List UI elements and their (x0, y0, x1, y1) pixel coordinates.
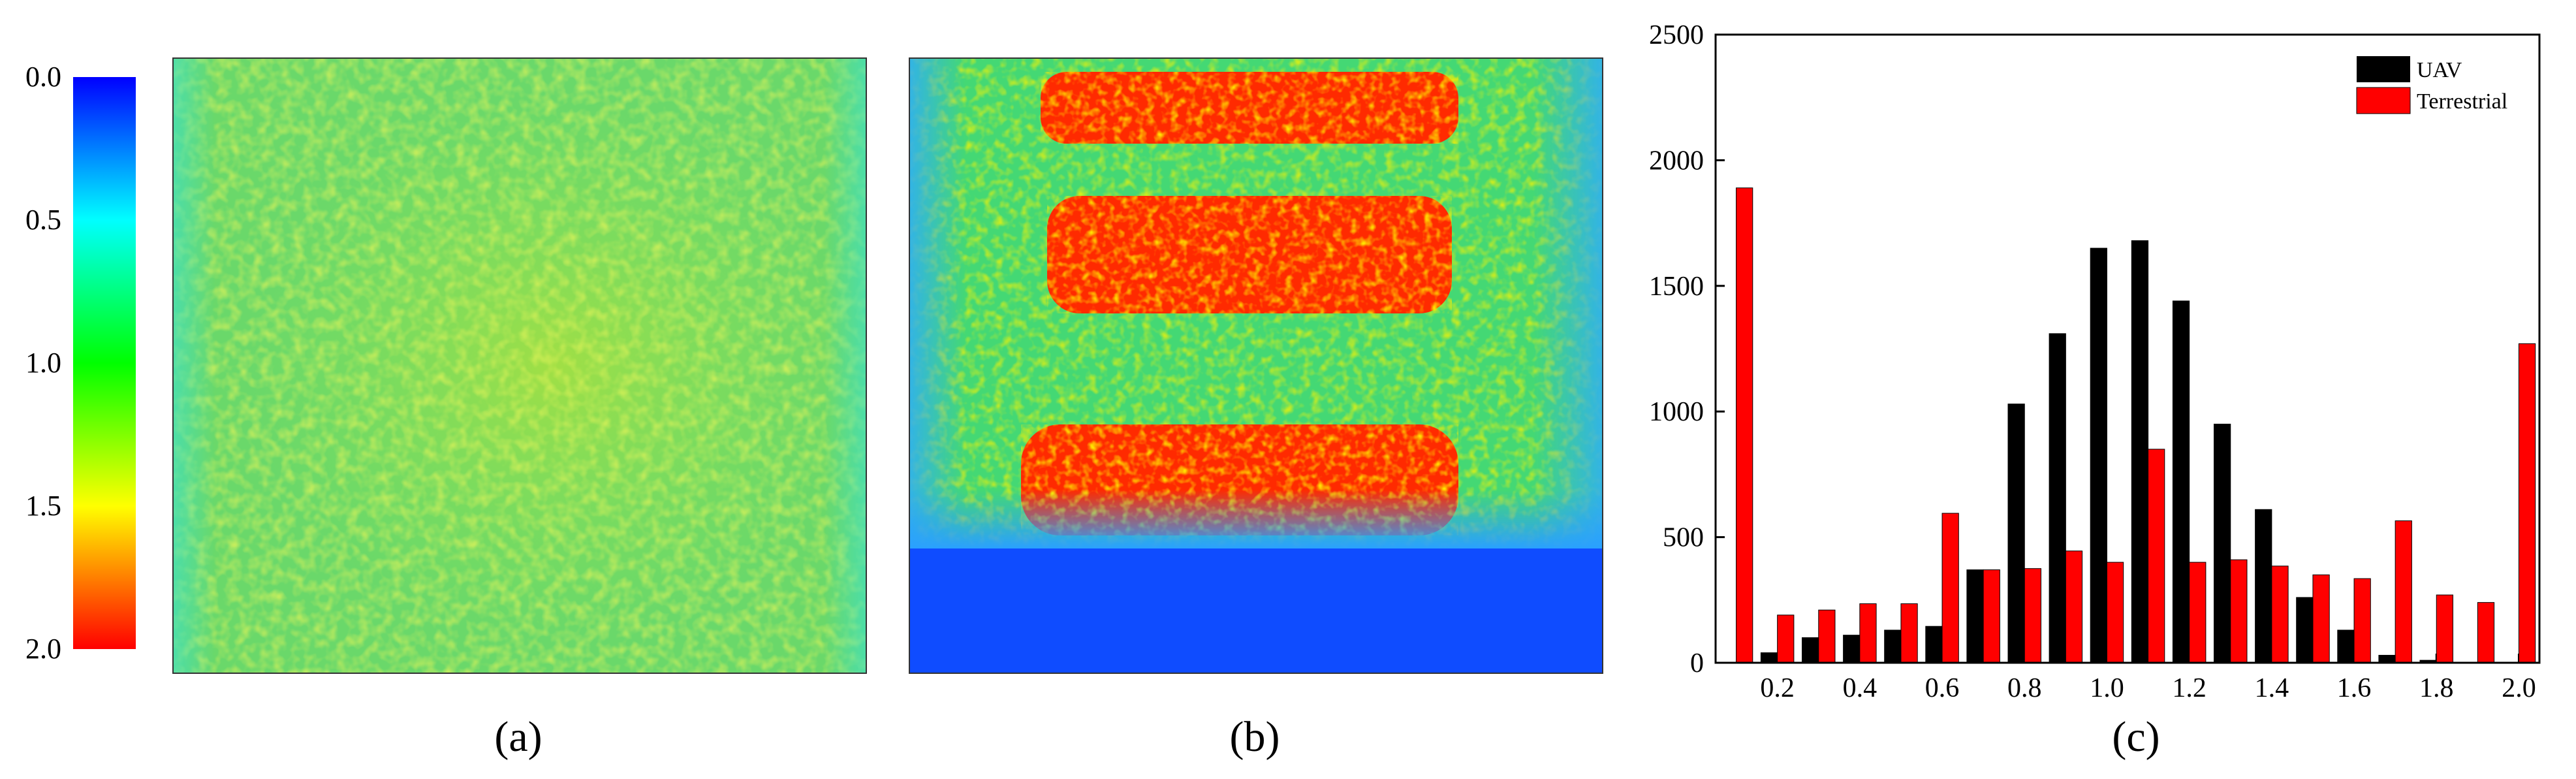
bar-uav (1760, 652, 1778, 663)
colorbar-tick: 1.0 (25, 347, 61, 379)
bar-uav (2337, 629, 2355, 663)
x-axis: 0.2 0.4 0.6 0.8 1.0 1.2 1.4 1.6 1.8 2.0 (1760, 654, 2536, 703)
y-tick-label: 2000 (1649, 146, 1704, 176)
legend-swatch-terrestrial (2356, 87, 2411, 114)
legend-label-uav: UAV (2417, 58, 2462, 82)
bar-terrestrial (2106, 562, 2124, 663)
bar-terrestrial (2065, 550, 2083, 663)
x-tick-label: 1.6 (2337, 673, 2372, 703)
plot-frame (1714, 33, 2541, 664)
x-tick-label: 0.2 (1760, 673, 1795, 703)
bar-terrestrial (2312, 574, 2330, 663)
colorbar (73, 77, 136, 649)
bar-terrestrial (2271, 565, 2289, 663)
bar-terrestrial (1859, 603, 1877, 663)
bar-uav (2172, 300, 2190, 663)
bar-terrestrial (2436, 594, 2453, 663)
bar-uav (2049, 333, 2066, 663)
x-tick-label: 1.0 (2090, 673, 2124, 703)
bar-uav (1966, 569, 1984, 663)
bar-terrestrial (2395, 520, 2412, 663)
bar-uav (2131, 240, 2149, 663)
x-tick-label: 1.8 (2419, 673, 2454, 703)
bar-terrestrial (1777, 614, 1795, 663)
bar-terrestrial (1941, 513, 1959, 663)
bar-terrestrial (1900, 603, 1918, 663)
legend-swatch-uav (2357, 56, 2410, 82)
bar-terrestrial (2477, 602, 2495, 663)
y-tick-label: 2500 (1649, 20, 1704, 50)
bar-uav (2296, 597, 2314, 663)
bar-terrestrial (2148, 449, 2165, 663)
bar-uav (2007, 404, 2025, 663)
y-tick-label: 0 (1690, 648, 1704, 678)
bar-terrestrial (2518, 343, 2536, 663)
heatmap-panel-a (172, 57, 867, 674)
heatmap-panel-b (909, 57, 1603, 674)
x-tick-label: 0.8 (2007, 673, 2042, 703)
histogram-chart: 0 500 1000 1500 2000 2500 0.2 0.4 0.6 0.8 1.0 1.2 1… (1649, 20, 2541, 703)
bar-terrestrial (1983, 569, 2000, 663)
bar-terrestrial (2024, 568, 2041, 663)
caption-a: (a) (494, 713, 542, 761)
legend-label-terrestrial: Terrestrial (2417, 89, 2507, 114)
heatmap-a-image (174, 59, 866, 673)
colorbar-tick: 0.5 (25, 204, 61, 236)
bars (1736, 187, 2536, 663)
legend: UAV Terrestrial (2356, 56, 2507, 114)
x-tick-label: 1.2 (2172, 673, 2207, 703)
bar-uav (2090, 247, 2107, 663)
bar-terrestrial (1736, 187, 1753, 663)
caption-b: (b) (1229, 713, 1280, 761)
bar-uav (2214, 423, 2231, 663)
caption-c: (c) (2112, 713, 2160, 761)
y-tick-label: 1500 (1649, 272, 1704, 302)
x-tick-label: 2.0 (2502, 673, 2536, 703)
bar-uav (1925, 626, 1943, 663)
bar-uav (2255, 509, 2272, 663)
bar-terrestrial (2189, 562, 2207, 663)
bar-uav (1884, 629, 1902, 663)
bar-terrestrial (2230, 559, 2248, 663)
colorbar-tick: 2.0 (25, 633, 61, 665)
bar-uav (2378, 654, 2396, 663)
x-tick-label: 0.4 (1843, 673, 1877, 703)
heatmap-b-image (910, 59, 1602, 673)
x-tick-label: 0.6 (1925, 673, 1960, 703)
bar-terrestrial (2353, 578, 2371, 663)
colorbar-tick: 1.5 (25, 490, 61, 522)
y-axis: 0 500 1000 1500 2000 2500 (1649, 20, 1725, 678)
bar-terrestrial (1818, 609, 1836, 663)
y-tick-label: 500 (1663, 523, 1704, 553)
bar-uav (1843, 635, 1861, 663)
y-tick-label: 1000 (1649, 397, 1704, 427)
bar-uav (1802, 637, 1819, 663)
x-tick-label: 1.4 (2255, 673, 2289, 703)
colorbar-tick: 0.0 (25, 61, 61, 93)
